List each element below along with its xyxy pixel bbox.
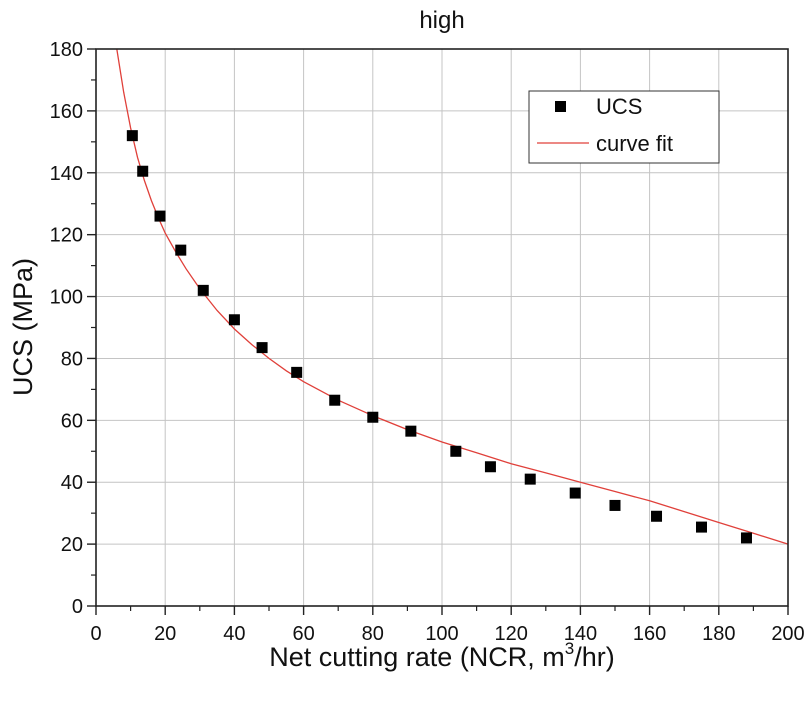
x-tick-label: 200	[771, 623, 804, 645]
ucs-data-point	[609, 499, 621, 511]
y-tick-label: 0	[72, 596, 83, 618]
axis-ticks	[87, 48, 789, 615]
ucs-data-point	[740, 532, 752, 544]
y-tick-labels: 0 20 40 60 80 100 120 140 160 180	[50, 39, 83, 618]
ucs-data-point	[367, 411, 379, 423]
ucs-data-point	[405, 425, 417, 437]
x-tick-label: 40	[223, 623, 245, 645]
x-tick-label: 140	[564, 623, 597, 645]
ucs-data-point	[524, 473, 536, 485]
x-tick-label: 80	[362, 623, 384, 645]
x-tick-label: 160	[633, 623, 666, 645]
curve-fit-series	[116, 48, 789, 545]
y-tick-label: 20	[61, 534, 83, 556]
ucs-data-point	[484, 461, 496, 473]
ucs-data-point	[154, 210, 166, 222]
legend: UCS curve fit	[528, 90, 720, 164]
legend-box	[528, 90, 720, 164]
ucs-data-point	[228, 314, 240, 326]
ucs-series	[126, 130, 752, 544]
x-axis-label-main: Net cutting rate (NCR, m	[269, 642, 565, 672]
y-tick-label: 160	[50, 101, 83, 123]
x-tick-label: 20	[154, 623, 176, 645]
x-tick-label: 180	[702, 623, 735, 645]
ucs-data-point	[696, 521, 707, 533]
curve-fit-line	[116, 48, 789, 545]
y-tick-label: 60	[61, 410, 83, 432]
ucs-data-point	[329, 394, 341, 406]
y-tick-label: 100	[50, 287, 83, 309]
legend-scatter-marker	[555, 101, 566, 112]
ucs-data-point	[197, 284, 209, 296]
x-tick-label: 120	[495, 623, 528, 645]
x-tick-label: 0	[90, 623, 101, 645]
ucs-data-point	[256, 342, 268, 354]
x-tick-label: 60	[292, 623, 314, 645]
x-tick-labels: 0 20 40 60 80 100 120 140 160 180 200	[90, 623, 804, 645]
x-axis-label-superscript: 3	[565, 639, 574, 658]
y-tick-label: 120	[50, 225, 83, 247]
ucs-data-point	[291, 366, 303, 378]
ucs-data-point	[137, 165, 149, 177]
y-axis-label: UCS (MPa)	[8, 258, 38, 396]
chart-title: high	[419, 7, 464, 34]
y-tick-label: 40	[61, 472, 83, 494]
legend-line-label: curve fit	[596, 131, 673, 156]
ucs-data-point	[651, 510, 663, 522]
legend-scatter-label: UCS	[596, 94, 642, 119]
x-axis-label-tail: /hr)	[574, 642, 615, 672]
ucs-data-point	[450, 445, 462, 457]
x-axis-label: Net cutting rate (NCR, m3/hr)	[269, 639, 615, 672]
y-tick-label: 80	[61, 348, 83, 370]
ucs-data-point	[175, 244, 187, 256]
x-tick-label: 100	[425, 623, 458, 645]
ucs-data-point	[126, 130, 138, 142]
y-tick-label: 140	[50, 163, 83, 185]
y-tick-label: 180	[50, 39, 83, 61]
ucs-data-point	[569, 487, 581, 499]
